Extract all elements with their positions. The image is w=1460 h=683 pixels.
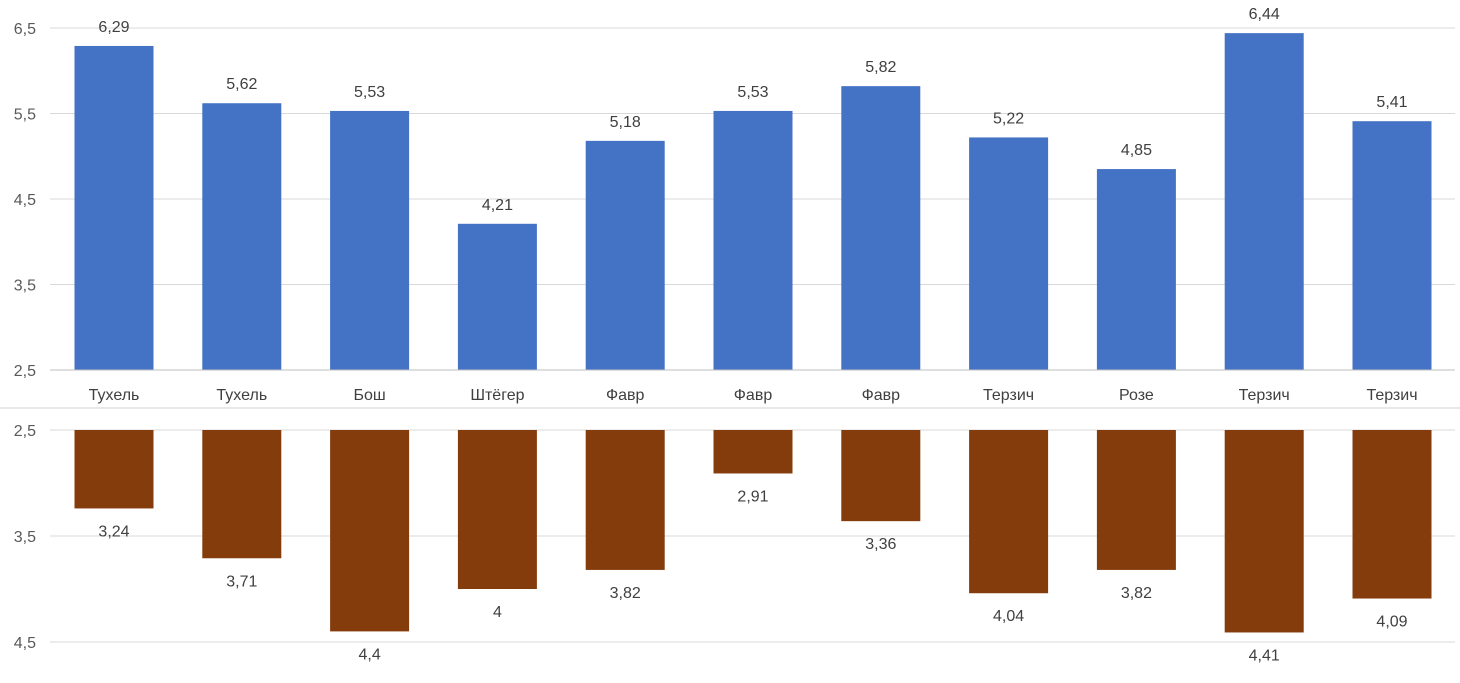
y-tick-label: 2,5	[14, 423, 36, 440]
x-tick-label: Фавр	[606, 387, 645, 404]
bar	[1224, 430, 1304, 633]
x-tick-label: Фавр	[862, 387, 901, 404]
bar	[841, 86, 921, 370]
data-label: 3,24	[98, 523, 129, 540]
x-tick-label: Терзич	[1366, 387, 1417, 404]
x-tick-label: Бош	[353, 387, 385, 404]
bar	[1096, 430, 1176, 570]
data-label: 4,85	[1121, 142, 1152, 159]
data-label: 3,82	[610, 585, 641, 602]
data-label: 5,22	[993, 110, 1024, 127]
data-label: 3,82	[1121, 585, 1152, 602]
bar	[457, 223, 537, 370]
data-label: 6,29	[98, 19, 129, 36]
data-label: 5,41	[1376, 94, 1407, 111]
y-tick-label: 5,5	[14, 107, 36, 124]
x-tick-label: Тухель	[89, 387, 140, 404]
y-tick-label: 3,5	[14, 278, 36, 295]
x-tick-label: Штёгер	[470, 387, 524, 404]
bar	[969, 430, 1049, 594]
y-tick-label: 4,5	[14, 635, 36, 652]
data-label: 4,4	[358, 646, 380, 663]
data-label: 5,53	[737, 84, 768, 101]
bar	[202, 430, 282, 559]
data-label: 4	[493, 604, 502, 621]
x-tick-label: Тухель	[216, 387, 267, 404]
data-label: 4,04	[993, 608, 1024, 625]
x-tick-label: Фавр	[734, 387, 773, 404]
x-tick-label: Терзич	[1239, 387, 1290, 404]
bar	[74, 430, 154, 509]
data-label: 5,18	[610, 114, 641, 131]
y-tick-label: 4,5	[14, 192, 36, 209]
bar	[1224, 33, 1304, 370]
y-tick-label: 6,5	[14, 21, 36, 38]
data-label: 5,82	[865, 59, 896, 76]
bar	[1096, 169, 1176, 370]
bar	[330, 110, 410, 370]
data-label: 3,36	[865, 536, 896, 553]
data-label: 4,41	[1249, 647, 1280, 664]
bar	[841, 430, 921, 522]
data-label: 5,62	[226, 76, 257, 93]
bar	[1352, 121, 1432, 370]
y-tick-label: 2,5	[14, 363, 36, 380]
x-tick-label: Терзич	[983, 387, 1034, 404]
bar	[713, 430, 793, 474]
bar	[585, 140, 665, 370]
data-label: 3,71	[226, 573, 257, 590]
bar	[1352, 430, 1432, 599]
bar	[969, 137, 1049, 370]
bar	[585, 430, 665, 570]
bar	[713, 110, 793, 370]
x-tick-label: Розе	[1119, 387, 1154, 404]
data-label: 2,91	[737, 488, 768, 505]
bar	[202, 103, 282, 371]
bar	[330, 430, 410, 632]
bar	[74, 45, 154, 371]
data-label: 4,09	[1376, 614, 1407, 631]
data-label: 5,53	[354, 84, 385, 101]
data-label: 6,44	[1249, 6, 1280, 23]
bar	[457, 430, 537, 589]
data-label: 4,21	[482, 197, 513, 214]
y-tick-label: 3,5	[14, 529, 36, 546]
